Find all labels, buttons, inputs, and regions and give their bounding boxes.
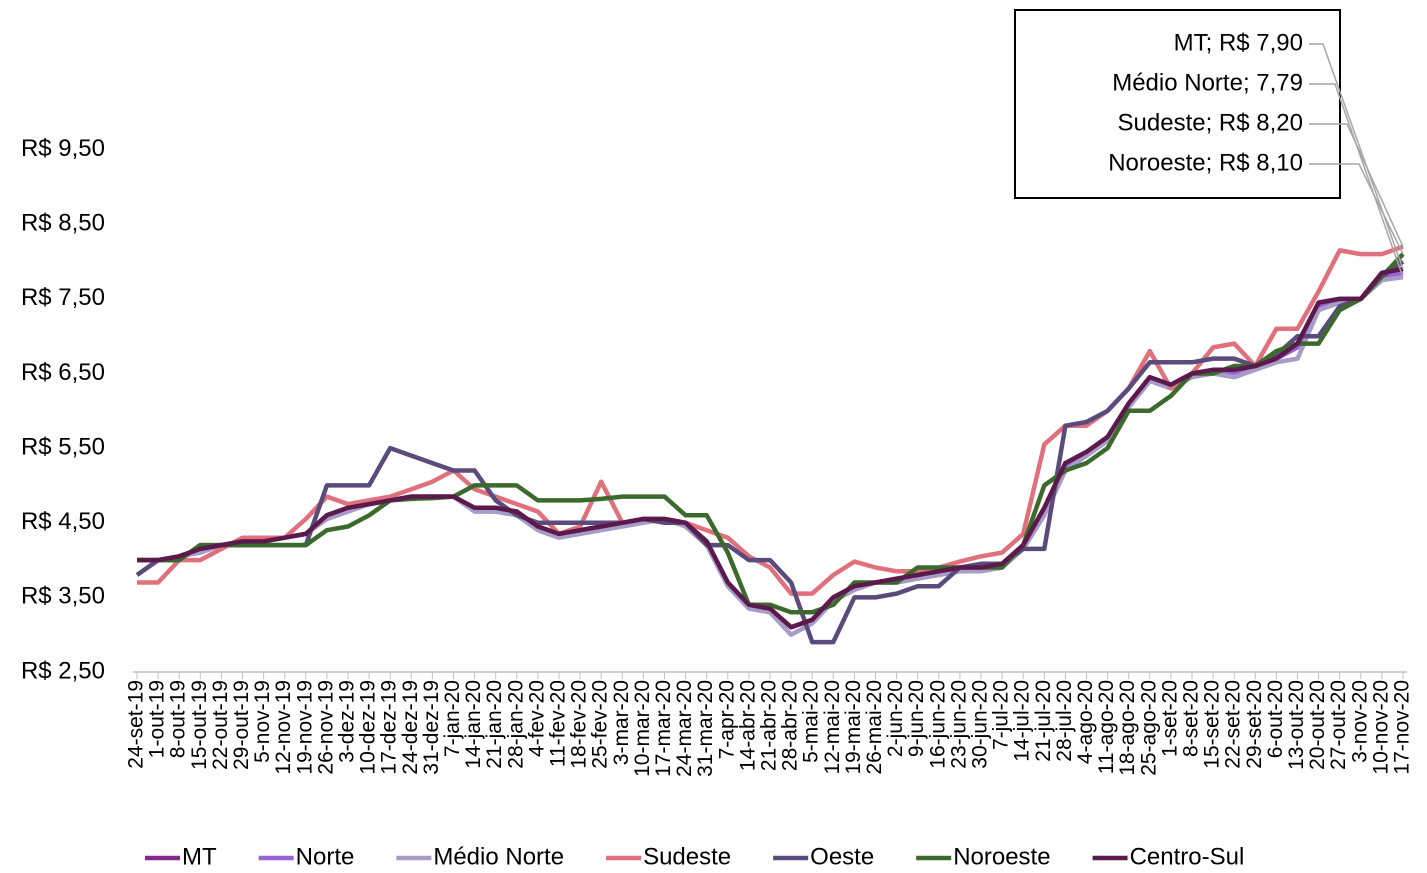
annotation-label: Sudeste; R$ 8,20 [1118, 109, 1303, 136]
x-tick-label: 21-jan-20 [483, 680, 506, 769]
x-tick-label: 10-dez-19 [357, 680, 380, 775]
x-tick-label: 6-out-20 [1264, 680, 1287, 758]
y-tick-label: R$ 6,50 [21, 359, 105, 386]
x-tick-label: 8-set-20 [1180, 680, 1203, 757]
legend-label: Médio Norte [433, 843, 564, 870]
x-tick-label: 29-out-19 [230, 680, 253, 770]
x-tick-label: 24-mar-20 [673, 680, 696, 777]
x-tick-label: 26-mai-20 [863, 680, 886, 775]
x-tick-label: 25-ago-20 [1137, 680, 1160, 776]
x-tick-label: 21-abr-20 [758, 680, 781, 771]
x-tick-label: 31-mar-20 [694, 680, 717, 777]
leader-line [1309, 43, 1404, 270]
leader-line [1309, 123, 1404, 247]
x-tick-label: 17-mar-20 [652, 680, 675, 777]
annotation-label: Noroeste; R$ 8,10 [1108, 149, 1303, 176]
x-tick-label: 14-abr-20 [736, 680, 759, 771]
x-tick-label: 16-jun-20 [926, 680, 949, 769]
x-tick-label: 7-jan-20 [441, 680, 464, 757]
x-tick-label: 24-set-19 [125, 680, 148, 769]
x-tick-label: 28-jul-20 [1053, 680, 1076, 762]
series-line [137, 266, 1404, 630]
series-line [137, 244, 1404, 596]
leader-line [1309, 163, 1404, 255]
x-tick-label: 4-ago-20 [1074, 680, 1097, 764]
x-tick-label: 20-out-20 [1306, 680, 1329, 770]
annotation-label: Médio Norte; 7,79 [1112, 69, 1303, 96]
x-tick-label: 25-fev-20 [589, 680, 612, 769]
x-tick-label: 22-set-20 [1222, 680, 1245, 769]
x-tick-label: 1-set-20 [1158, 680, 1181, 757]
x-tick-label: 5-nov-19 [251, 680, 274, 763]
x-tick-label: 31-dez-19 [420, 680, 443, 775]
x-tick-label: 3-nov-20 [1348, 680, 1371, 763]
y-tick-label: R$ 7,50 [21, 284, 105, 311]
x-tick-label: 17-nov-20 [1391, 680, 1414, 775]
x-tick-label: 10-nov-20 [1369, 680, 1392, 775]
x-tick-label: 23-jun-20 [947, 680, 970, 769]
x-tick-label: 5-mai-20 [800, 680, 823, 763]
legend-label: MT [182, 843, 217, 870]
x-tick-label: 15-out-19 [188, 680, 211, 770]
x-tick-label: 8-out-19 [167, 680, 190, 758]
x-tick-label: 13-out-20 [1285, 680, 1308, 770]
x-tick-label: 15-set-20 [1201, 680, 1224, 769]
y-tick-label: R$ 8,50 [21, 210, 105, 237]
x-tick-label: 7-apr-20 [715, 680, 738, 759]
series-line [137, 266, 1404, 630]
x-tick-label: 19-nov-19 [293, 680, 316, 775]
x-tick-label: 24-dez-19 [399, 680, 422, 775]
x-tick-label: 19-mai-20 [842, 680, 865, 775]
x-tick-label: 11-fev-20 [547, 680, 570, 767]
series-line [137, 274, 1404, 637]
x-tick-label: 7-jul-20 [990, 680, 1013, 750]
x-tick-label: 26-nov-19 [314, 680, 337, 775]
legend-label: Oeste [810, 843, 874, 870]
x-tick-label: 17-dez-19 [378, 680, 401, 775]
x-tick-label: 21-jul-20 [1032, 680, 1055, 762]
x-tick-label: 18-ago-20 [1116, 680, 1139, 776]
x-tick-label: 3-dez-19 [336, 680, 359, 763]
x-tick-label: 1-out-19 [146, 680, 169, 758]
x-tick-label: 3-mar-20 [610, 680, 633, 765]
x-tick-label: 18-fev-20 [568, 680, 591, 769]
series-line [135, 259, 1405, 645]
legend-label: Sudeste [643, 843, 731, 870]
y-tick-label: R$ 4,50 [21, 508, 105, 535]
y-tick-label: R$ 9,50 [21, 135, 105, 162]
leader-line [1309, 83, 1404, 278]
x-tick-label: 14-jan-20 [462, 680, 485, 769]
x-tick-label: 11-ago-20 [1095, 680, 1118, 774]
x-tick-label: 10-mar-20 [631, 680, 654, 777]
x-tick-label: 14-jul-20 [1011, 680, 1034, 762]
y-tick-label: R$ 2,50 [21, 657, 105, 684]
x-tick-label: 12-mai-20 [821, 680, 844, 775]
x-tick-label: 30-jun-20 [969, 680, 992, 769]
x-tick-label: 28-abr-20 [779, 680, 802, 771]
y-tick-label: R$ 5,50 [21, 433, 105, 460]
x-tick-label: 28-jan-20 [504, 680, 527, 769]
x-tick-label: 4-fev-20 [525, 680, 548, 757]
x-tick-label: 2-jun-20 [884, 680, 907, 757]
x-tick-label: 9-jun-20 [905, 680, 928, 757]
legend-label: Norte [296, 843, 355, 870]
annotation-box [1014, 9, 1341, 199]
legend-label: Noroeste [953, 843, 1050, 870]
x-tick-label: 12-nov-19 [272, 680, 295, 775]
x-tick-label: 27-out-20 [1327, 680, 1350, 770]
annotation-label: MT; R$ 7,90 [1174, 29, 1303, 56]
legend-label: Centro-Sul [1130, 843, 1245, 870]
x-tick-label: 29-set-20 [1243, 680, 1266, 769]
series-line [137, 270, 1404, 630]
y-tick-label: R$ 3,50 [21, 583, 105, 610]
x-tick-label: 22-out-19 [209, 680, 232, 770]
